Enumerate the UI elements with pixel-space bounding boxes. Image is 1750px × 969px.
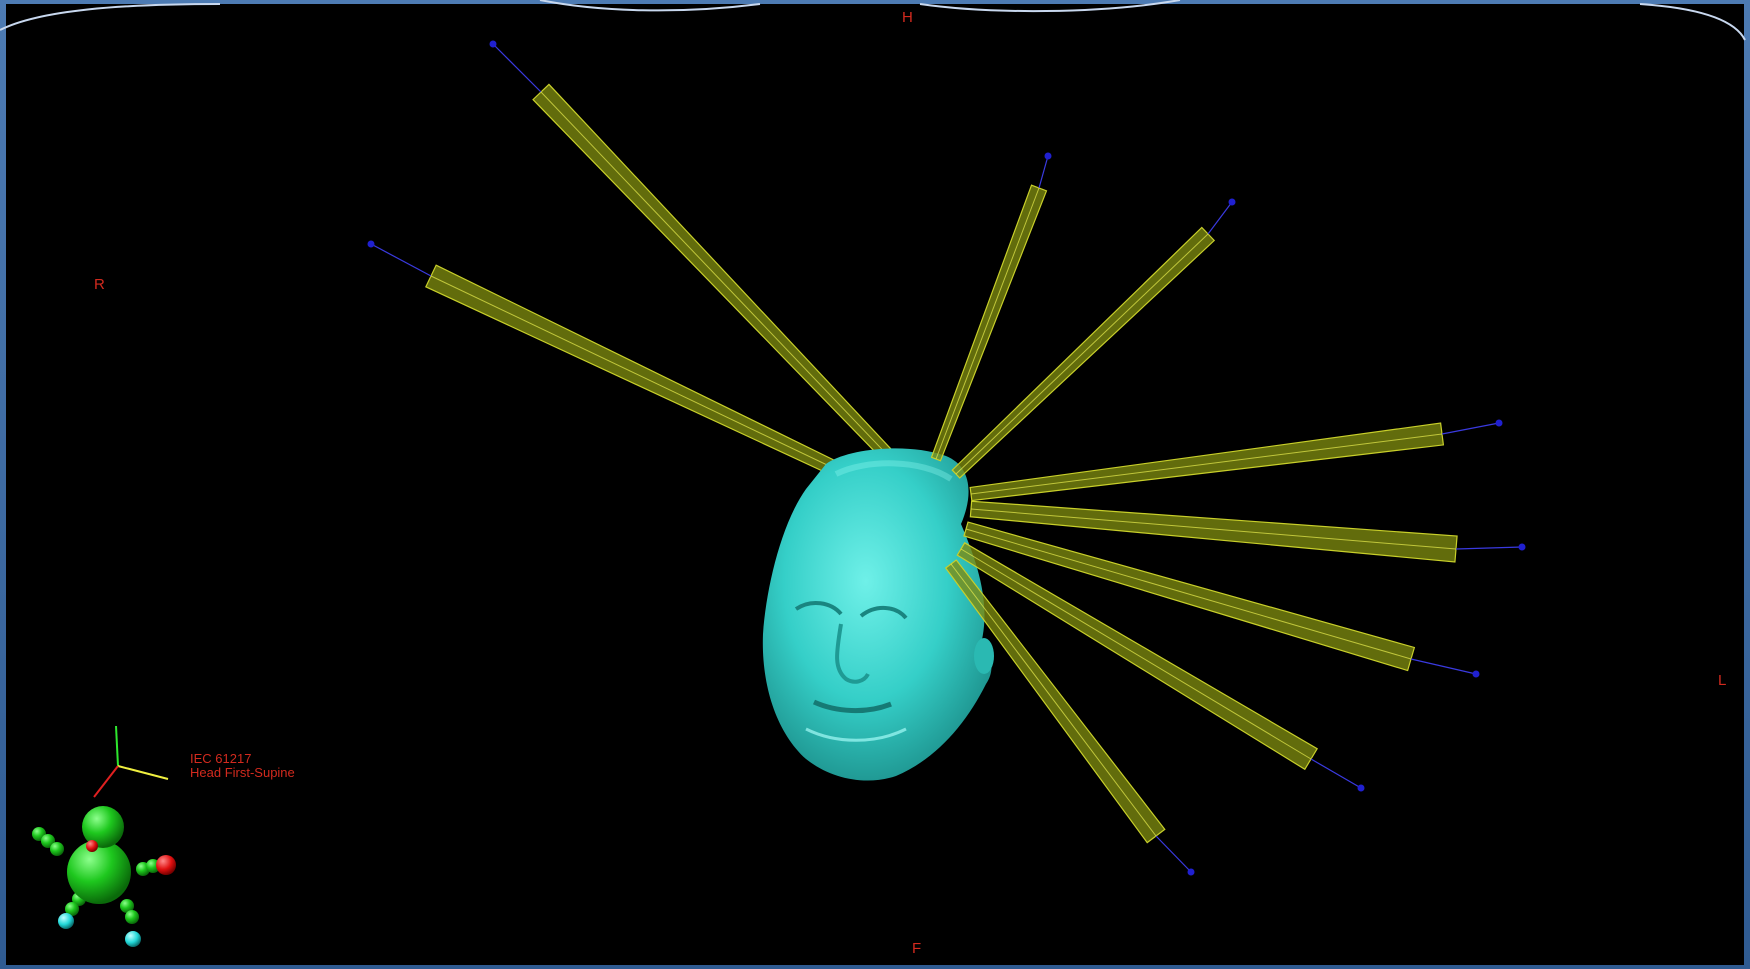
beam-axis-line [1410, 658, 1477, 675]
beam-source-marker [489, 40, 497, 48]
beam-field [944, 559, 1166, 844]
beam-group-back [367, 40, 902, 482]
beam-axis-line [1038, 155, 1049, 189]
beam-central-line [955, 233, 1209, 475]
beam-source-marker [1495, 419, 1503, 427]
coordinate-standard: IEC 61217 [190, 751, 252, 766]
head-surface[interactable] [762, 448, 994, 781]
beam-source-marker [1518, 543, 1526, 551]
scene-canvas[interactable] [6, 4, 1744, 965]
patient-position: Head First-Supine [190, 765, 295, 780]
beam-axis-line [1310, 758, 1362, 789]
beam-8[interactable] [956, 542, 1365, 792]
triad-x-axis [117, 765, 169, 780]
beam-source-marker [1357, 784, 1365, 792]
beam-axis-line [1455, 546, 1523, 550]
beam-source-marker [367, 240, 375, 248]
beam-central-line [950, 563, 1157, 837]
beam-central-line [540, 91, 897, 465]
beam-axis-line [370, 243, 432, 277]
beam-7[interactable] [963, 521, 1480, 678]
beam-central-line [970, 433, 1443, 495]
beam-source-marker [1187, 868, 1195, 876]
beam-field [930, 184, 1048, 462]
orientation-label-feet: F [912, 940, 922, 957]
beam-axis-line [1207, 201, 1233, 235]
beam-4[interactable] [951, 198, 1236, 479]
beam-field [969, 422, 1445, 502]
triad-z-axis [93, 765, 119, 798]
beam-axis-line [1155, 835, 1192, 873]
beam-axis-line [492, 43, 542, 93]
coordinate-system-info: IEC 61217 Head First-Supine [190, 752, 295, 780]
beam-source-marker [1228, 198, 1236, 206]
beam-6[interactable] [969, 500, 1526, 563]
beam-central-line [935, 187, 1040, 460]
3d-beam-view[interactable]: H F R L IEC 61217 Head First-Supine [6, 4, 1744, 965]
beam-3[interactable] [930, 152, 1052, 462]
beam-central-line [960, 548, 1312, 760]
beam-field [969, 500, 1458, 563]
beam-central-line [970, 508, 1457, 550]
beam-source-marker [1044, 152, 1052, 160]
beam-source-marker [1472, 670, 1480, 678]
beam-field [963, 521, 1416, 672]
axis-triad [93, 725, 169, 798]
beam-axis-line [1441, 422, 1500, 435]
orientation-label-left: L [1718, 672, 1727, 689]
beam-field [425, 264, 850, 482]
orientation-label-head: H [902, 9, 913, 26]
beam-2[interactable] [367, 240, 850, 482]
beam-group-front [930, 152, 1526, 876]
beam-central-line [965, 528, 1412, 660]
patient-orientation-figure[interactable] [32, 806, 176, 947]
beam-5[interactable] [969, 419, 1503, 502]
beam-field [956, 542, 1319, 771]
orientation-label-right: R [94, 276, 105, 293]
beam-central-line [430, 275, 847, 475]
beam-9[interactable] [944, 559, 1195, 876]
triad-y-axis [115, 725, 119, 767]
